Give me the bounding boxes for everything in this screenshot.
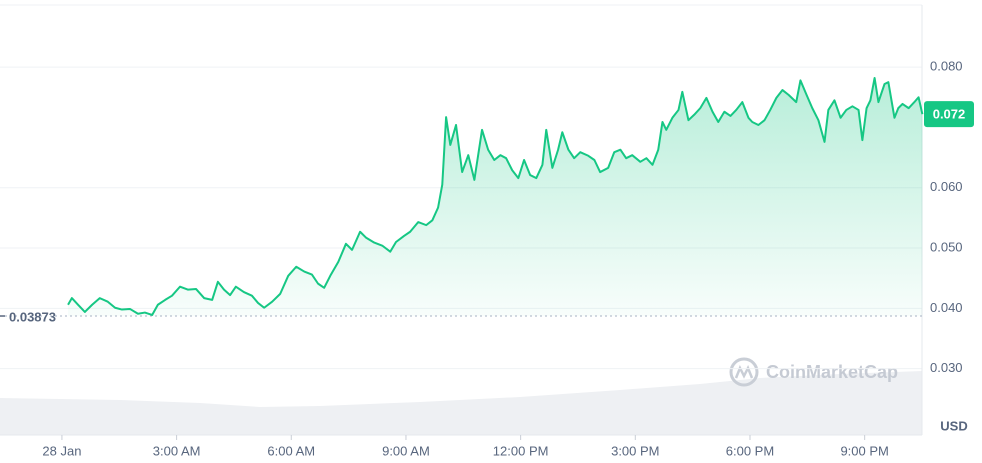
x-tick-label: 28 Jan — [42, 443, 81, 458]
watermark-logo — [729, 357, 759, 387]
watermark: CoinMarketCap — [729, 357, 898, 387]
watermark-text: CoinMarketCap — [766, 362, 898, 382]
y-tick-label: 0.030 — [930, 360, 963, 375]
last-price-label: 0.072 — [933, 107, 966, 122]
watermark-logo-mark — [734, 364, 754, 379]
x-tick-label: 9:00 AM — [382, 443, 430, 458]
x-tick-label: 3:00 AM — [153, 443, 201, 458]
y-tick-label: 0.050 — [930, 239, 963, 254]
price-area — [68, 77, 923, 317]
x-tick-label: 6:00 PM — [726, 443, 774, 458]
volume-area — [0, 371, 922, 435]
y-tick-label: 0.060 — [930, 179, 963, 194]
y-unit: USD — [940, 418, 967, 433]
x-tick-label: 3:00 PM — [611, 443, 659, 458]
y-tick-label: 0.040 — [930, 300, 963, 315]
x-tick-label: 12:00 PM — [493, 443, 549, 458]
last-price-badge — [924, 101, 974, 128]
x-tick-label: 9:00 PM — [840, 443, 888, 458]
y-tick-label: 0.080 — [930, 59, 963, 74]
price-line — [67, 76, 924, 316]
x-tick-label: 6:00 AM — [267, 443, 315, 458]
baseline-label: 0.03873 — [9, 309, 56, 324]
